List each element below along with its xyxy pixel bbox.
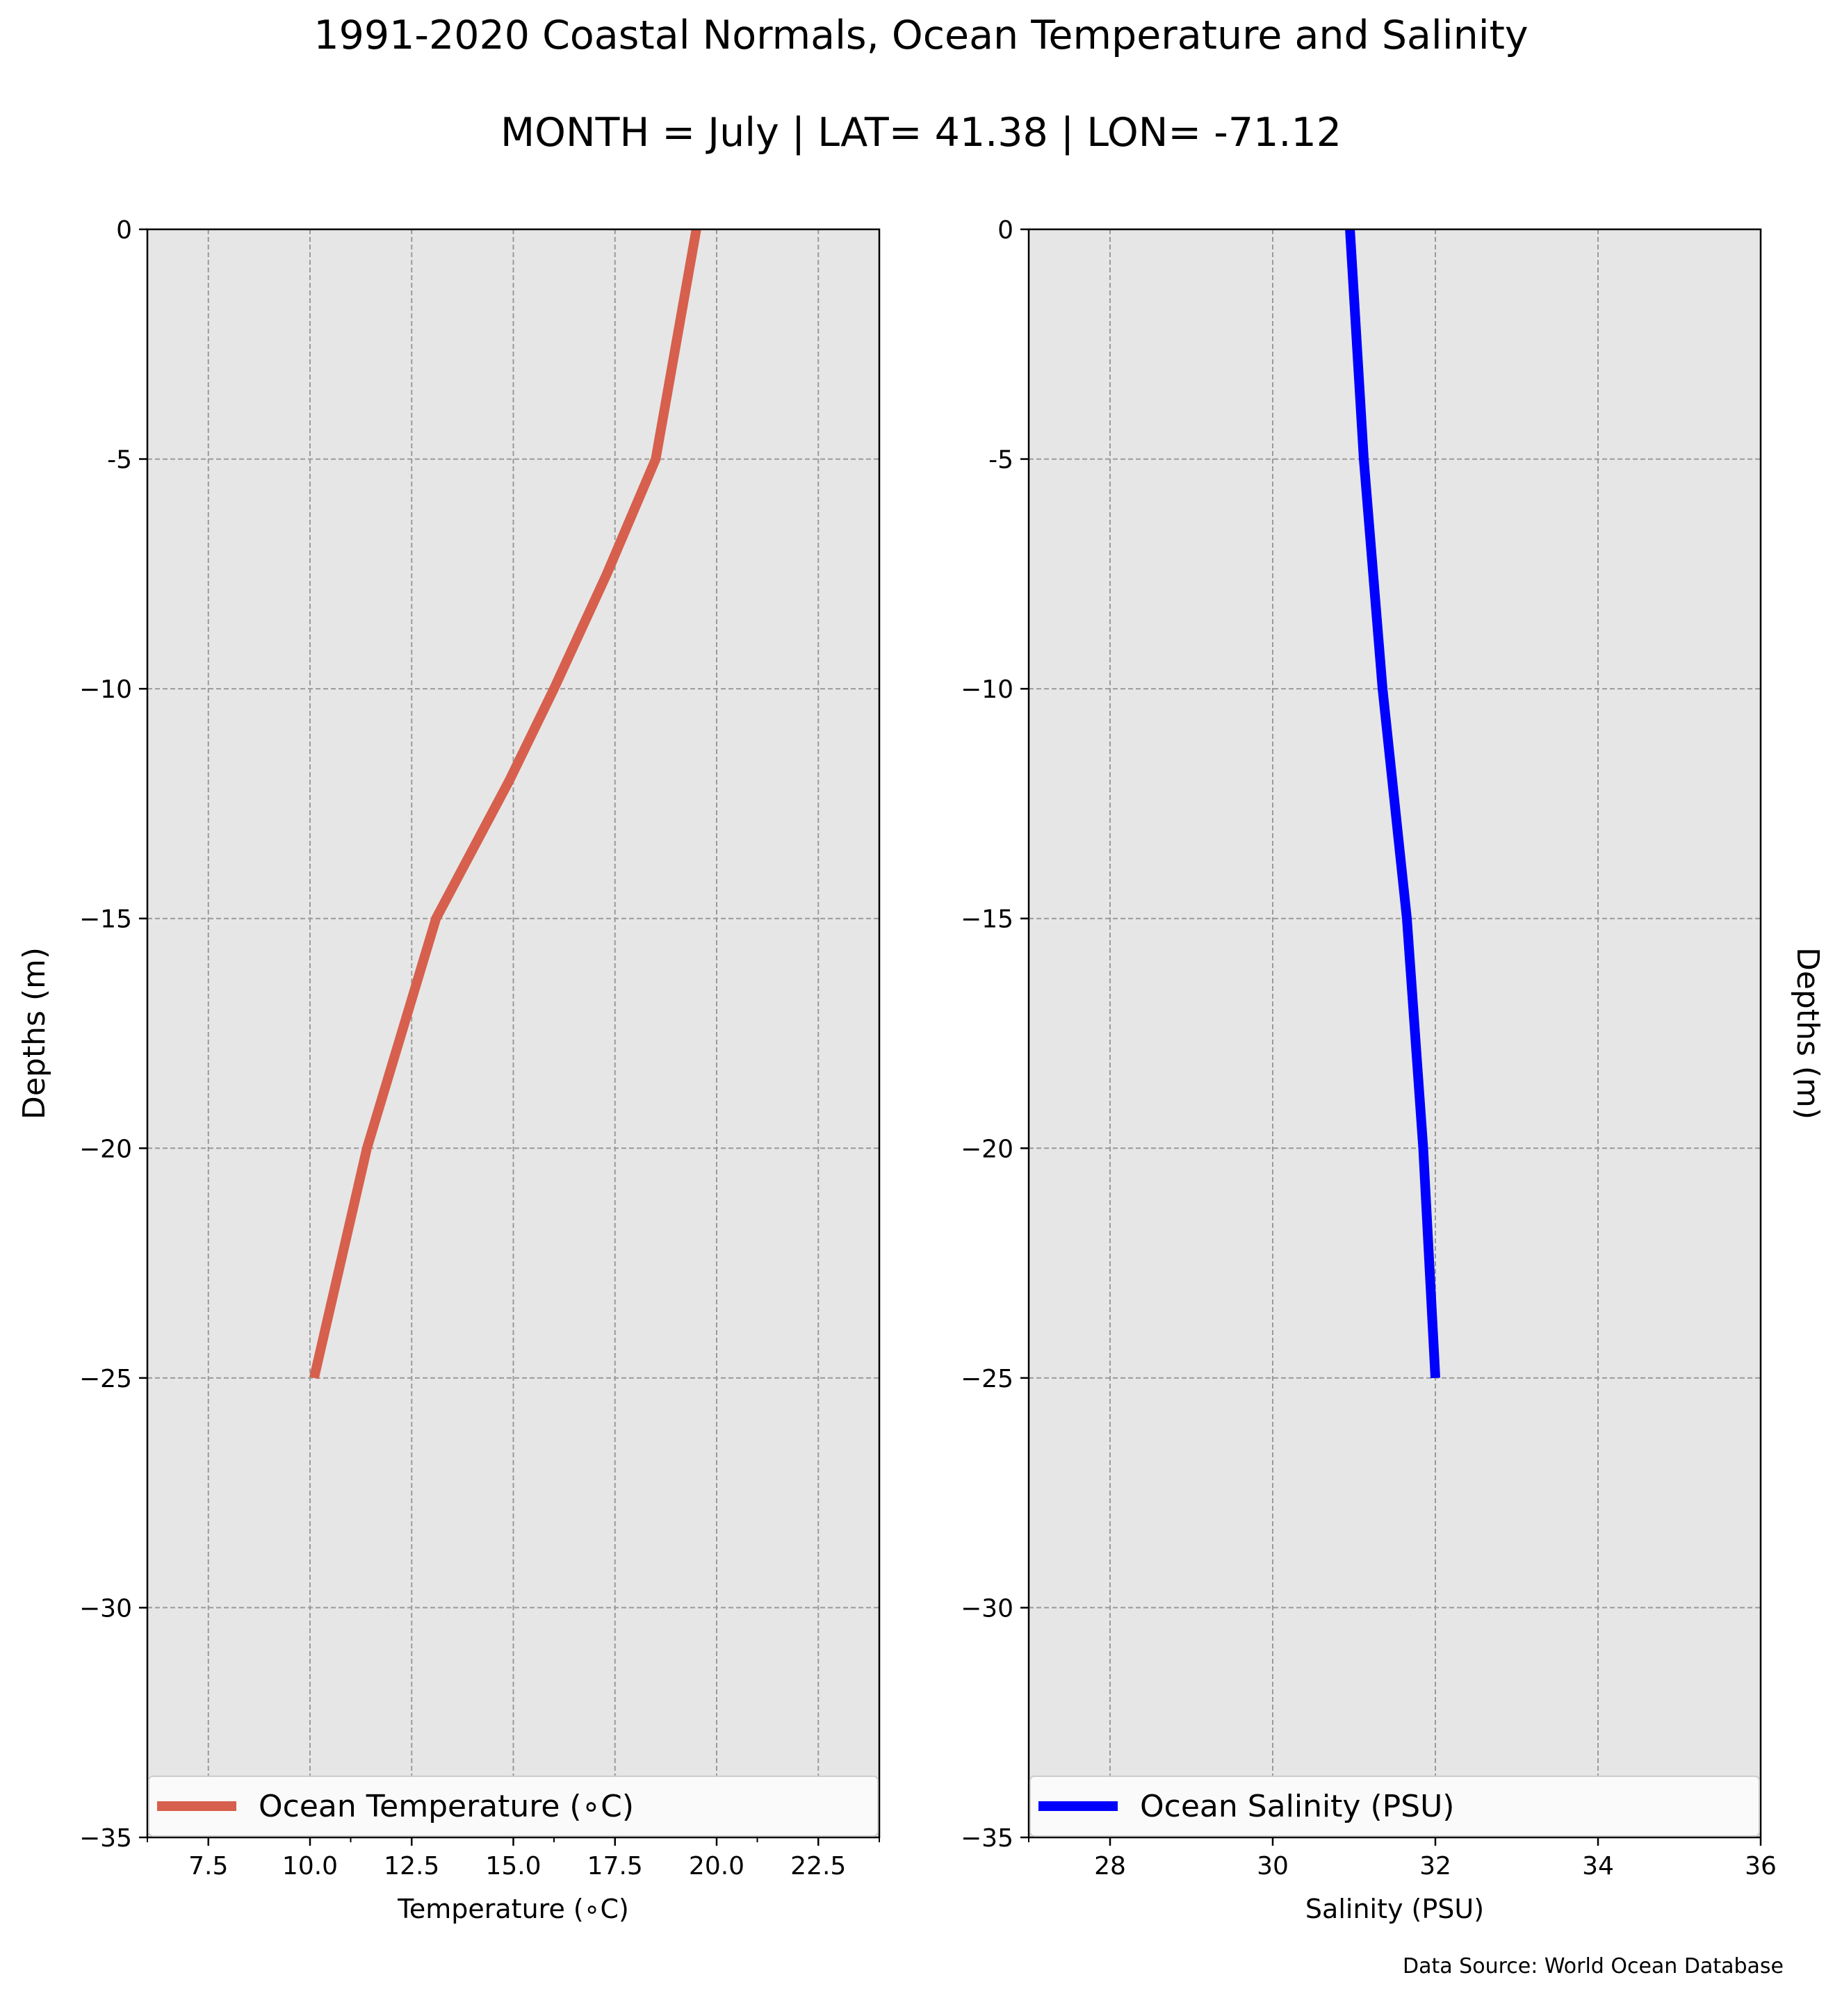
y-tick-label: −30 [961, 1594, 1013, 1623]
x-tick-label: 10.0 [282, 1852, 338, 1880]
legend-label: Ocean Salinity (PSU) [1140, 1789, 1454, 1824]
x-tick-label: 36 [1745, 1852, 1777, 1880]
x-tick-label: 20.0 [689, 1852, 744, 1880]
y-tick-label: −30 [79, 1594, 132, 1623]
y-tick-label: −35 [79, 1824, 132, 1853]
legend-box [148, 1776, 879, 1837]
y-tick-label: -5 [107, 446, 132, 475]
x-axis-label: Salinity (PSU) [1305, 1894, 1484, 1924]
y-tick-label: −25 [79, 1365, 132, 1393]
y-axis-label: Depths (m) [17, 947, 52, 1120]
x-tick-label: 15.0 [485, 1852, 541, 1880]
legend: Ocean Salinity (PSU) [1029, 1776, 1760, 1837]
figure-title: 1991-2020 Coastal Normals, Ocean Tempera… [313, 13, 1528, 58]
y-tick-label: -5 [988, 446, 1013, 475]
x-axis-label: Temperature (∘C) [397, 1894, 629, 1924]
y-tick-label: −25 [961, 1365, 1013, 1393]
y-tick-label: −10 [79, 675, 132, 704]
y-tick-label: −20 [961, 1135, 1013, 1163]
y-tick-label: −10 [961, 675, 1013, 704]
y-tick-label: −20 [79, 1135, 132, 1163]
x-tick-label: 12.5 [384, 1852, 439, 1880]
legend-box [1029, 1776, 1760, 1837]
y-tick-label: −35 [961, 1824, 1013, 1853]
legend: Ocean Temperature (∘C) [148, 1776, 879, 1837]
x-tick-label: 17.5 [587, 1852, 643, 1880]
data-source-note: Data Source: World Ocean Database [1403, 1954, 1784, 1978]
series-line [1345, 229, 1440, 1379]
figure-subtitle: MONTH = July | LAT= 41.38 | LON= -71.12 [500, 110, 1342, 156]
legend-label: Ocean Temperature (∘C) [259, 1789, 634, 1824]
x-tick-label: 30 [1257, 1852, 1289, 1880]
y-tick-label: −15 [961, 905, 1013, 934]
series-line [309, 228, 701, 1379]
temperature-panel: 7.5 10.0 12.5 15.0 17.5 20.0 22.5 0 -5 −10 −15 −20 −… [17, 216, 881, 1924]
salinity-panel: 28 30 32 34 36 0 -5 −10 −15 −20 −25 −30 −35 Salinity … [961, 216, 1825, 1924]
x-tick-label: 28 [1094, 1852, 1126, 1880]
axes-frame [1027, 228, 1762, 1839]
y-axis-label: Depths (m) [1790, 947, 1825, 1120]
x-tick-label: 7.5 [188, 1852, 228, 1880]
x-tick-label: 34 [1582, 1852, 1614, 1880]
plot-area [1029, 229, 1761, 1837]
y-tick-label: −15 [79, 905, 132, 934]
x-tick-label: 22.5 [790, 1852, 846, 1880]
y-tick-label: 0 [997, 216, 1013, 245]
y-tick-label: 0 [116, 216, 132, 245]
x-tick-label: 32 [1419, 1852, 1451, 1880]
